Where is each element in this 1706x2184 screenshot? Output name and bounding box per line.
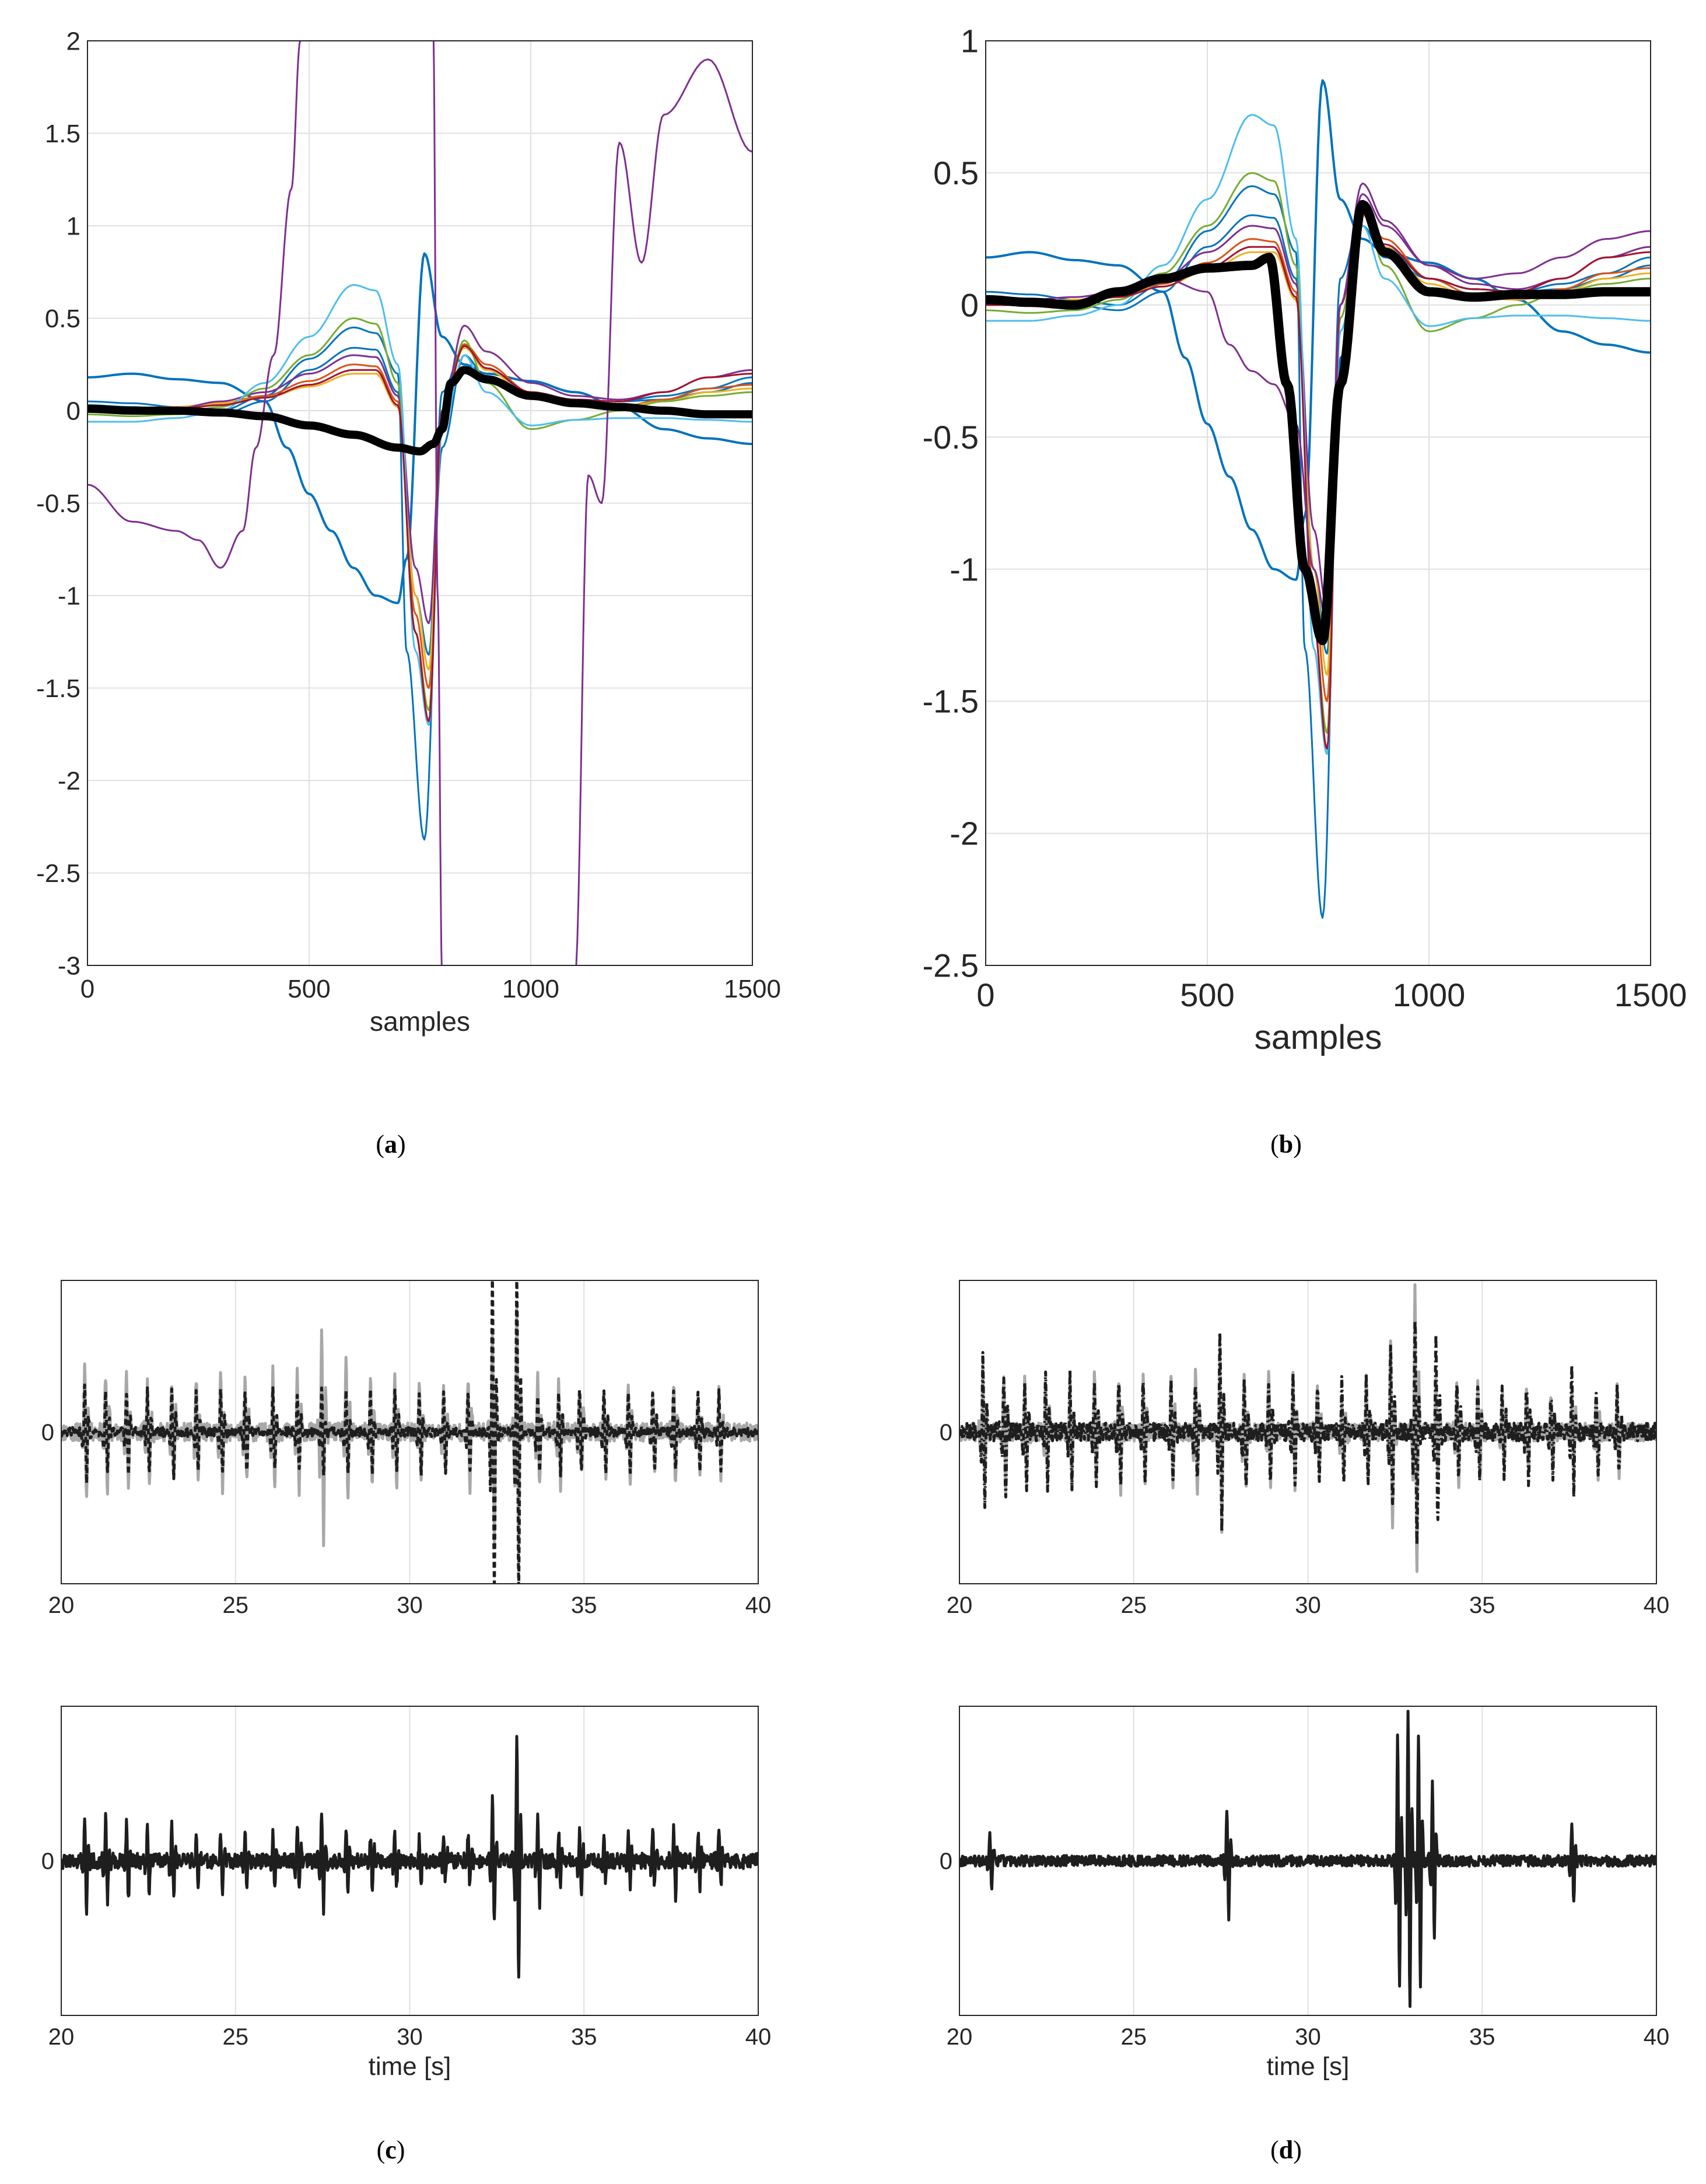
chart-c-time: 20 25 30 35 40 0 20 25 30 35 40 0 time [s] <box>41 1280 772 2081</box>
series-line-beat-8 <box>986 114 1651 755</box>
x-axis-label: samples <box>370 1006 470 1037</box>
series-line-beat-6 <box>87 324 752 624</box>
x-tick-label: 30 <box>1295 2024 1321 2050</box>
y-tick-label: -3 <box>58 951 80 980</box>
series-group <box>87 41 752 965</box>
caption-a: (a) <box>376 1130 405 1158</box>
x-tick-label: 35 <box>571 1592 597 1618</box>
y-tick-label: -0.5 <box>36 489 80 518</box>
y-tick-label: -1.5 <box>923 683 979 720</box>
x-tick-label: 30 <box>397 2024 423 2050</box>
plot-area <box>986 41 1651 965</box>
axes-frame <box>61 1280 759 1584</box>
series-line-estimate <box>959 1319 1656 1546</box>
x-tick-label: 40 <box>745 2024 772 2050</box>
x-tick-label: 35 <box>1469 1592 1495 1618</box>
y-tick-label: 0 <box>961 286 979 323</box>
y-tick-label: -1 <box>58 582 80 610</box>
y-tick-label: 1.5 <box>45 120 80 148</box>
series-line-beat-3 <box>87 252 752 604</box>
caption-b: (b) <box>1270 1130 1302 1158</box>
caption-d: (d) <box>1270 2136 1302 2164</box>
y-tick-label: 0 <box>66 397 80 425</box>
axes-frame <box>87 40 753 966</box>
x-tick-label: 25 <box>223 2024 249 2050</box>
series-line-beat-9 <box>87 345 752 723</box>
x-tick-label: 500 <box>288 975 330 1003</box>
y-tick-label: -2 <box>950 815 979 852</box>
x-tick-label: 40 <box>745 1592 772 1618</box>
y-tick-label: -2.5 <box>923 947 979 984</box>
x-tick-label: 25 <box>1121 1592 1147 1618</box>
y-tick-label: 2 <box>66 27 80 55</box>
series-group <box>959 1283 1656 1573</box>
y-tick-label: 1 <box>66 212 80 240</box>
x-axis-label: time [s] <box>369 2052 451 2081</box>
x-tick-label: 1500 <box>1614 977 1687 1013</box>
x-tick-label: 1000 <box>502 975 559 1003</box>
series-line-error <box>61 1735 758 1979</box>
chart-d-time: 20 25 30 35 40 0 20 25 30 35 40 0 time [s] <box>940 1280 1670 2081</box>
x-tick-label: 20 <box>48 2024 75 2050</box>
y-tick-label: -2.5 <box>36 859 80 888</box>
caption-c-letter: c <box>385 2136 397 2164</box>
y-tick-label: -1.5 <box>36 674 80 703</box>
x-tick-label: 500 <box>1180 977 1234 1013</box>
caption-a-letter: a <box>384 1130 397 1158</box>
chart-b-samples: 0 500 1000 1500 1 0.5 0 -0.5 -1 -1.5 -2 -2.5 samples <box>923 23 1687 1056</box>
x-tick-label: 20 <box>947 2024 973 2050</box>
x-tick-label: 1000 <box>1393 977 1466 1013</box>
axes-frame <box>959 1280 1657 1584</box>
x-tick-label: 20 <box>947 1592 973 1618</box>
axes-frame <box>985 40 1651 966</box>
caption-c: (c) <box>377 2136 405 2164</box>
y-tick-label: 0 <box>41 1420 54 1446</box>
y-tick-label: -0.5 <box>923 419 979 456</box>
axes-frame <box>959 1706 1657 2016</box>
series-line-error <box>959 1710 1656 2008</box>
x-tick-label: 40 <box>1644 1592 1670 1618</box>
y-tick-label: 0 <box>940 1849 952 1874</box>
caption-d-letter: d <box>1279 2136 1293 2164</box>
chart-a-samples: 0 500 1000 1500 2 1.5 1 0.5 0 -0.5 -1 -1.5 -2 -2.5 -3 s… <box>36 27 781 1037</box>
x-axis-label: samples <box>1255 1019 1382 1056</box>
y-tick-label: -2 <box>58 766 80 795</box>
x-tick-label: 1500 <box>724 975 781 1003</box>
x-tick-label: 25 <box>223 1592 249 1618</box>
x-tick-label: 0 <box>80 975 94 1003</box>
y-tick-label: 0 <box>41 1849 54 1874</box>
x-axis-label: time [s] <box>1267 2052 1350 2081</box>
series-group <box>986 79 1651 919</box>
x-tick-label: 20 <box>48 1592 75 1618</box>
axes-frame <box>61 1706 759 2016</box>
x-tick-label: 40 <box>1644 2024 1670 2050</box>
series-line-mean <box>87 366 752 456</box>
series-group <box>61 1280 758 1584</box>
x-tick-label: 35 <box>1469 2024 1495 2050</box>
series-line-mean <box>986 200 1651 645</box>
series-group <box>959 1710 1656 2008</box>
y-tick-label: 0.5 <box>45 304 80 333</box>
series-line-estimate <box>61 1280 758 1584</box>
x-tick-label: 30 <box>397 1592 423 1618</box>
caption-b-letter: b <box>1279 1130 1293 1158</box>
x-tick-label: 35 <box>571 2024 597 2050</box>
y-tick-label: -1 <box>950 551 979 587</box>
y-tick-label: 0.5 <box>933 155 979 191</box>
y-tick-label: 1 <box>961 23 979 60</box>
x-tick-label: 25 <box>1121 2024 1147 2050</box>
series-group <box>61 1735 758 1979</box>
x-tick-label: 0 <box>976 977 994 1013</box>
series-line-outlier <box>87 41 752 965</box>
y-tick-label: 0 <box>940 1420 952 1446</box>
x-tick-label: 30 <box>1295 1592 1321 1618</box>
